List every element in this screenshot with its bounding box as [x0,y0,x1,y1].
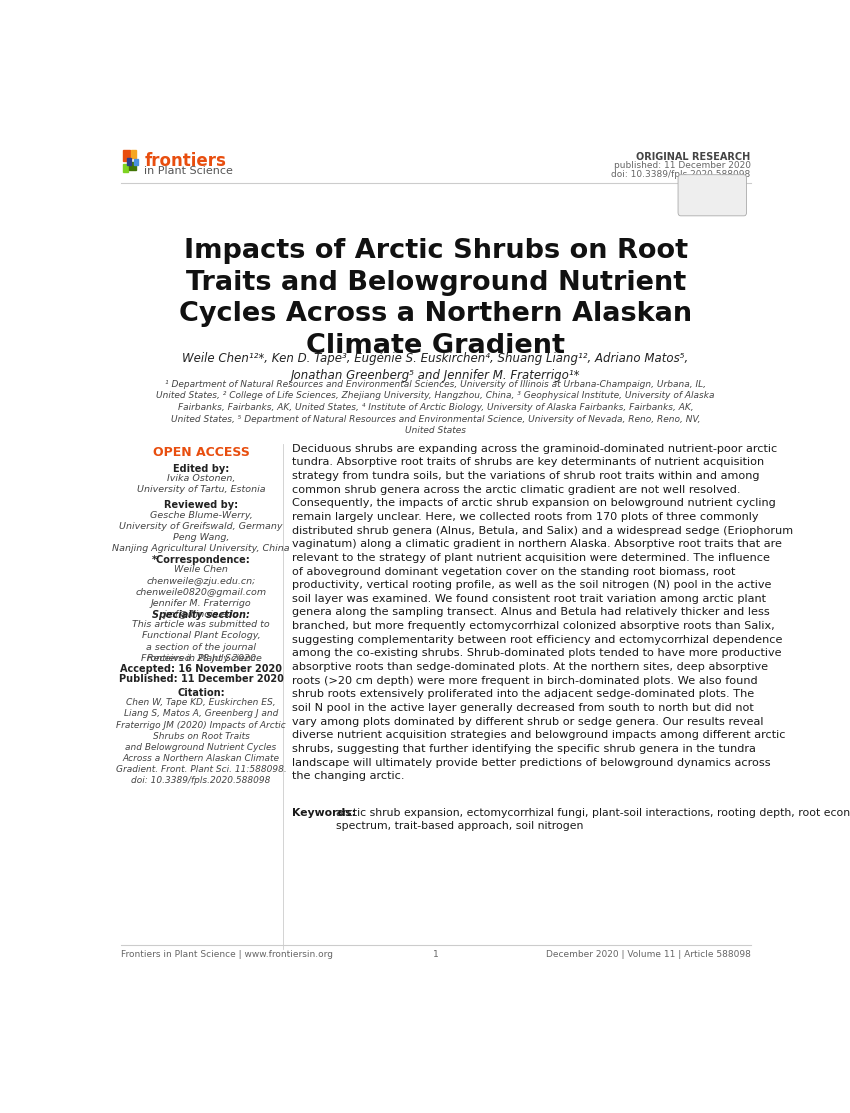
Text: Citation:: Citation: [178,688,225,698]
Text: Weile Chen
chenweile@zju.edu.cn;
chenweile0820@gmail.com
Jennifer M. Fraterrigo
: Weile Chen chenweile@zju.edu.cn; chenwei… [135,565,267,619]
Text: This article was submitted to
Functional Plant Ecology,
a section of the journal: This article was submitted to Functional… [133,620,270,662]
Text: arctic shrub expansion, ectomycorrhizal fungi, plant-soil interactions, rooting : arctic shrub expansion, ectomycorrhizal … [336,808,850,831]
Text: in Plant Science: in Plant Science [144,166,234,176]
Text: Deciduous shrubs are expanding across the graminoid-dominated nutrient-poor arct: Deciduous shrubs are expanding across th… [292,444,793,781]
Text: December 2020 | Volume 11 | Article 588098: December 2020 | Volume 11 | Article 5880… [546,951,751,959]
Text: ⓘ: ⓘ [708,183,717,197]
Bar [122,150,130,161]
FancyBboxPatch shape [678,175,746,216]
Text: OPEN ACCESS: OPEN ACCESS [153,446,250,460]
Text: ORIGINAL RESEARCH: ORIGINAL RESEARCH [637,152,751,162]
Bar [129,161,136,170]
Text: published: 11 December 2020: published: 11 December 2020 [614,161,751,170]
Text: Impacts of Arctic Shrubs on Root
Traits and Belowground Nutrient
Cycles Across a: Impacts of Arctic Shrubs on Root Traits … [179,238,692,358]
Text: Chen W, Tape KD, Euskirchen ES,
Liang S, Matos A, Greenberg J and
Fraterrigo JM : Chen W, Tape KD, Euskirchen ES, Liang S,… [116,698,286,785]
Text: Edited by:: Edited by: [173,464,230,474]
Text: Reviewed by:: Reviewed by: [164,501,238,511]
Text: frontiers: frontiers [144,152,226,170]
Bar [122,165,128,173]
Text: 1: 1 [433,951,439,959]
Text: Published: 11 December 2020: Published: 11 December 2020 [119,674,284,684]
Text: Received: 28 July 2020: Received: 28 July 2020 [146,653,256,662]
Text: doi: 10.3389/fpls.2020.588098: doi: 10.3389/fpls.2020.588098 [611,169,751,178]
Text: Frontiers in Plant Science | www.frontiersin.org: Frontiers in Plant Science | www.frontie… [121,951,332,959]
Text: Ivika Ostonen,
University of Tartu, Estonia: Ivika Ostonen, University of Tartu, Esto… [137,474,265,494]
Text: Weile Chen¹²*, Ken D. Tape³, Eugénie S. Euskirchen⁴, Shuang Liang¹², Adriano Mat: Weile Chen¹²*, Ken D. Tape³, Eugénie S. … [183,352,688,382]
Text: Keywords:: Keywords: [292,808,356,818]
Bar [134,159,138,165]
Bar [131,150,136,158]
Text: Gesche Blume-Werry,
University of Greifswald, Germany
Peng Wang,
Nanjing Agricul: Gesche Blume-Werry, University of Greifs… [112,511,290,553]
Text: ¹ Department of Natural Resources and Environmental Sciences, University of Illi: ¹ Department of Natural Resources and En… [156,380,715,435]
Text: Accepted: 16 November 2020: Accepted: 16 November 2020 [120,664,282,674]
Text: Check for
updates: Check for updates [697,195,728,207]
Text: Specialty section:: Specialty section: [152,610,250,620]
Bar [127,158,131,165]
Text: *Correspondence:: *Correspondence: [152,555,251,565]
